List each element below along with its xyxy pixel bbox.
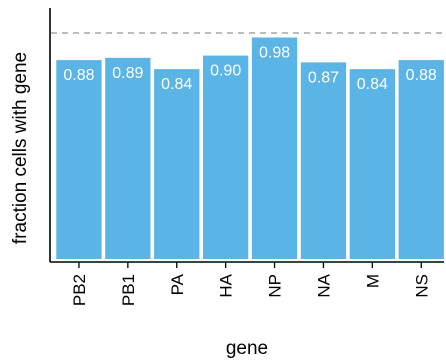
bar-np <box>251 37 298 259</box>
x-tick-label: NP <box>266 274 285 298</box>
bar-value-label: 0.88 <box>406 67 437 84</box>
bar-value-label: 0.98 <box>259 45 290 62</box>
bar-value-label: 0.89 <box>112 65 143 82</box>
y-axis-title: fraction cells with gene <box>10 52 31 244</box>
x-ticks-layer: PB2 PB1 PA HA NP NA M NS <box>70 262 431 306</box>
x-tick-label: NS <box>412 274 431 298</box>
bar-value-label: 0.90 <box>210 63 241 80</box>
bar-ns <box>398 60 444 260</box>
bar-value-label: 0.88 <box>63 67 94 84</box>
x-tick-label: PA <box>168 273 187 295</box>
bar-pa <box>154 69 200 259</box>
bar-value-label: 0.87 <box>308 69 339 86</box>
bar-pb2 <box>56 60 102 260</box>
bar-m <box>349 69 395 259</box>
bar-value-label: 0.84 <box>161 76 192 93</box>
x-tick-label: PB2 <box>70 274 89 306</box>
x-axis-title: gene <box>226 338 268 359</box>
bars-layer: 0.88 0.89 0.84 0.90 0.98 0.87 0.84 0.88 <box>56 37 444 260</box>
bar-value-label: 0.84 <box>357 76 388 93</box>
bar-na <box>300 62 347 259</box>
x-tick-label: PB1 <box>119 274 138 306</box>
x-tick-label: NA <box>314 273 333 297</box>
bar-pb1 <box>105 57 151 259</box>
x-tick-label: HA <box>217 273 236 297</box>
bar-ha <box>203 55 249 259</box>
x-tick-label: M <box>363 274 382 288</box>
